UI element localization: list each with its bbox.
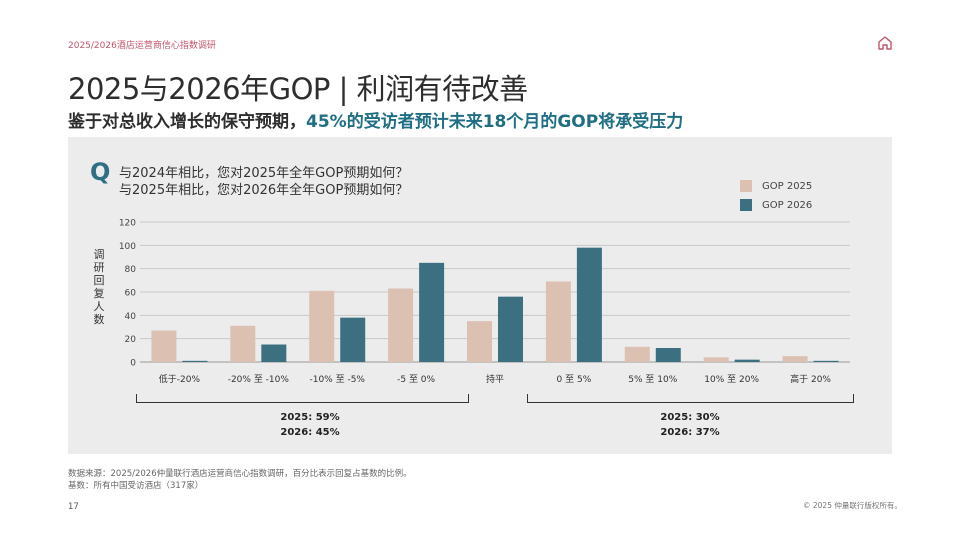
y-tick-label: 20: [125, 335, 137, 345]
page-subtitle: 鉴于对总收入增长的保守预期，45%的受访者预计未来18个月的GOP将承受压力: [68, 107, 683, 132]
survey-header: 2025/2026酒店运营商信心指数调研: [68, 41, 216, 51]
summary-negative-2026: 2026: 45%: [280, 427, 340, 438]
x-tick-label: 持平: [486, 373, 504, 385]
y-tick-label: 40: [125, 312, 137, 322]
copyright: © 2025 仲量联行版权所有。: [803, 501, 902, 510]
bar-2026: [261, 344, 287, 362]
question-line-1: 与2024年相比，您对2025年全年GOP预期如何？: [119, 166, 409, 181]
subtitle-text: 鉴于对总收入增长的保守预期，: [68, 112, 306, 132]
legend-item-2025: GOP 2025: [740, 178, 812, 194]
x-tick-label: -5 至 0%: [397, 374, 435, 385]
bar-chart: 0 20 40 60 80 100 120 低于-20% -20% 至 -10% -10% 至 -…: [119, 219, 850, 385]
bar-2026: [734, 359, 760, 362]
bar-2025: [309, 290, 335, 362]
bar-2026: [419, 262, 445, 362]
bar-2026: [182, 360, 208, 362]
home-icon[interactable]: [876, 34, 894, 52]
bar-2026: [576, 247, 602, 362]
page-number: 17: [68, 502, 79, 512]
bar-2026: [813, 360, 839, 362]
x-tick-label: 高于 20%: [790, 373, 831, 385]
x-tick-label: -10% 至 -5%: [309, 374, 365, 385]
x-tick-label: 低于-20%: [159, 373, 201, 385]
y-tick-label: 60: [125, 289, 137, 299]
question-line-2: 与2025年相比，您对2026年全年GOP预期如何？: [119, 183, 409, 198]
bar-2025: [624, 346, 650, 362]
bar-2025: [782, 356, 808, 362]
bar-2025: [467, 321, 492, 362]
x-tick-label: -20% 至 -10%: [228, 374, 290, 385]
y-axis-label: 调研回复人数: [93, 248, 105, 326]
page-title: 2025与2026年GOP | 利润有待改善: [68, 72, 528, 106]
bracket-negative: [136, 394, 469, 403]
x-tick-label: 5% 至 10%: [628, 374, 677, 385]
bar-2025: [151, 330, 177, 362]
bar-2026: [498, 296, 523, 362]
summary-positive: 2025: 30% 2026: 37%: [630, 410, 750, 440]
summary-negative: 2025: 59% 2026: 45%: [250, 410, 370, 440]
x-tick-label: 10% 至 20%: [704, 374, 759, 385]
base-note: 基数：所有中国受访酒店（317家）: [68, 481, 204, 491]
bar-2026: [340, 317, 366, 362]
y-tick-label: 120: [119, 219, 136, 229]
legend-item-2026: GOP 2026: [740, 197, 812, 213]
summary-positive-2025: 2025: 30%: [660, 412, 720, 423]
legend-swatch-2026: [740, 199, 752, 211]
chart-panel: [68, 137, 892, 454]
subtitle-highlight: 45%的受访者预计未来18个月的GOP将承受压力: [306, 112, 684, 132]
bar-2025: [703, 357, 729, 362]
x-tick-label: 0 至 5%: [557, 374, 592, 385]
chart-legend: GOP 2025 GOP 2026: [740, 178, 812, 216]
bracket-positive: [527, 394, 854, 403]
summary-positive-2026: 2026: 37%: [660, 427, 720, 438]
bar-2026: [655, 348, 681, 362]
y-tick-label: 80: [125, 265, 137, 275]
bar-2025: [230, 325, 256, 362]
legend-swatch-2025: [740, 180, 752, 192]
question-mark: Q: [90, 158, 111, 186]
legend-label-2026: GOP 2026: [762, 199, 813, 211]
summary-negative-2025: 2025: 59%: [280, 412, 340, 423]
bar-2025: [388, 288, 414, 362]
legend-label-2025: GOP 2025: [762, 180, 813, 192]
bar-2025: [545, 281, 571, 362]
y-tick-label: 100: [119, 242, 136, 252]
source-note: 数据来源：2025/2026仲量联行酒店运营商信心指数调研，百分比表示回复占基数…: [68, 469, 412, 479]
y-tick-label: 0: [130, 359, 136, 369]
